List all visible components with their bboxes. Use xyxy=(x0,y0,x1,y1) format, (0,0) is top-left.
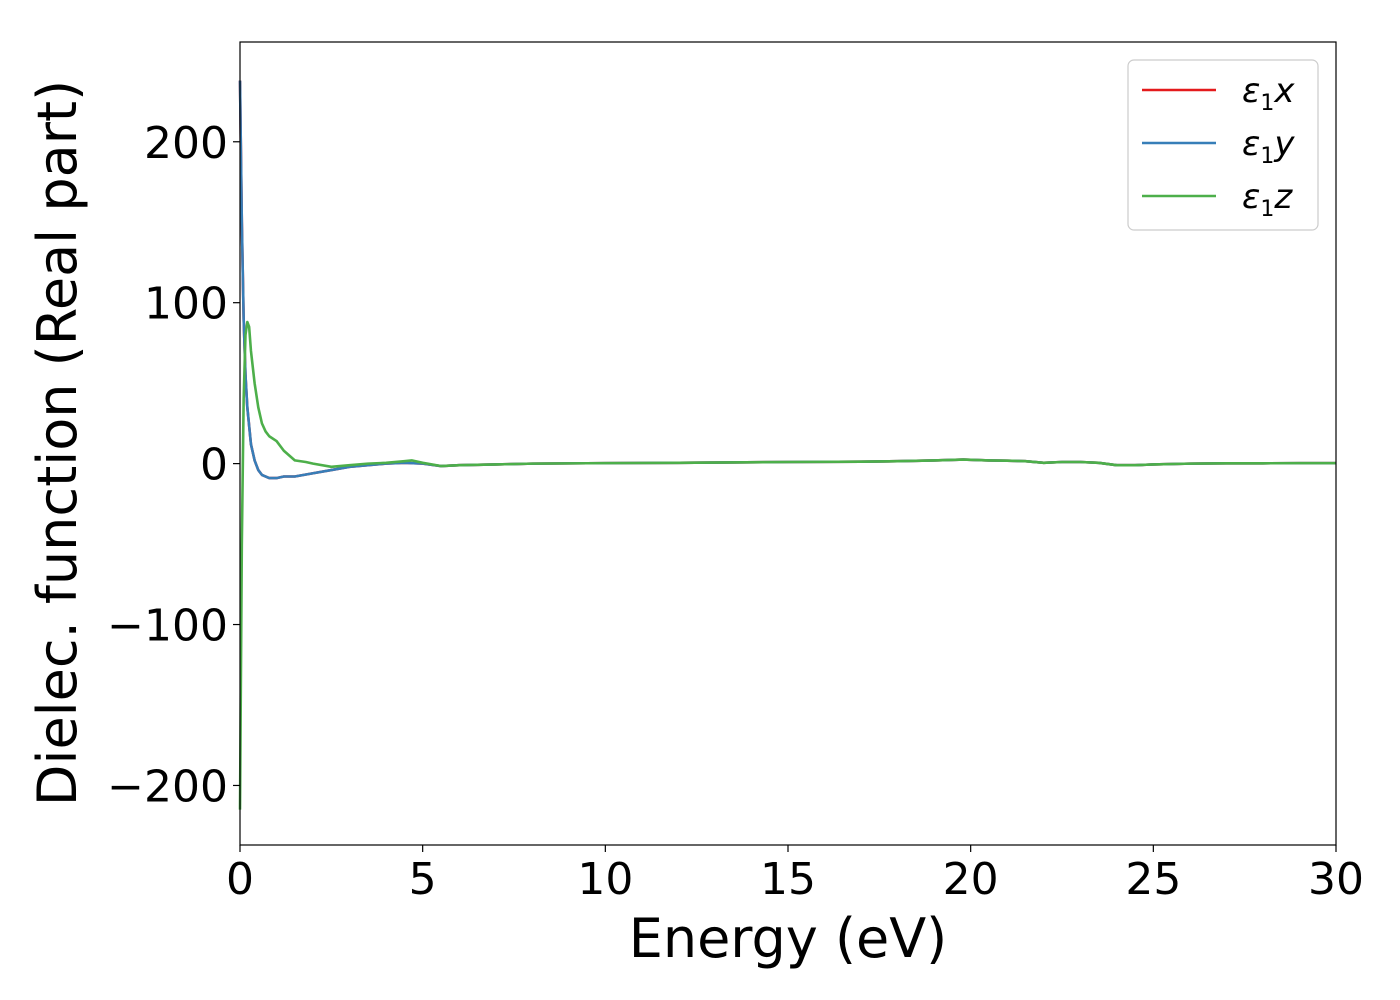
x-tick-label: 5 xyxy=(409,854,437,905)
y-axis-label: Dielec. function (Real part) xyxy=(26,80,89,806)
x-axis-label: Energy (eV) xyxy=(629,907,948,970)
x-tick-label: 10 xyxy=(577,854,633,905)
x-tick-label: 20 xyxy=(943,854,999,905)
legend: ε1x ε1y ε1z xyxy=(1127,59,1319,231)
y-tick-label: 100 xyxy=(144,279,228,330)
x-tick-label: 30 xyxy=(1308,854,1364,905)
legend-label-y: ε1y xyxy=(1242,124,1295,169)
legend-label-z: ε1z xyxy=(1242,177,1293,222)
y-tick-label: −100 xyxy=(107,601,228,652)
x-tick-label: 15 xyxy=(760,854,816,905)
y-tick-label: −200 xyxy=(107,761,228,812)
x-tick-label: 0 xyxy=(226,854,254,905)
series-layer xyxy=(238,80,1336,810)
y-tick-label: 200 xyxy=(144,118,228,169)
legend-label-x: ε1x xyxy=(1242,71,1295,116)
y-axis-ticks: −200 −100 0 100 200 xyxy=(107,118,240,812)
x-axis-ticks: 0 5 10 15 20 25 30 xyxy=(226,845,1364,905)
series-line-z xyxy=(238,320,1336,810)
x-tick-label: 25 xyxy=(1125,854,1181,905)
y-tick-label: 0 xyxy=(200,440,228,491)
legend-items: ε1x ε1y ε1z xyxy=(1142,71,1295,222)
legend-box xyxy=(1127,59,1319,231)
